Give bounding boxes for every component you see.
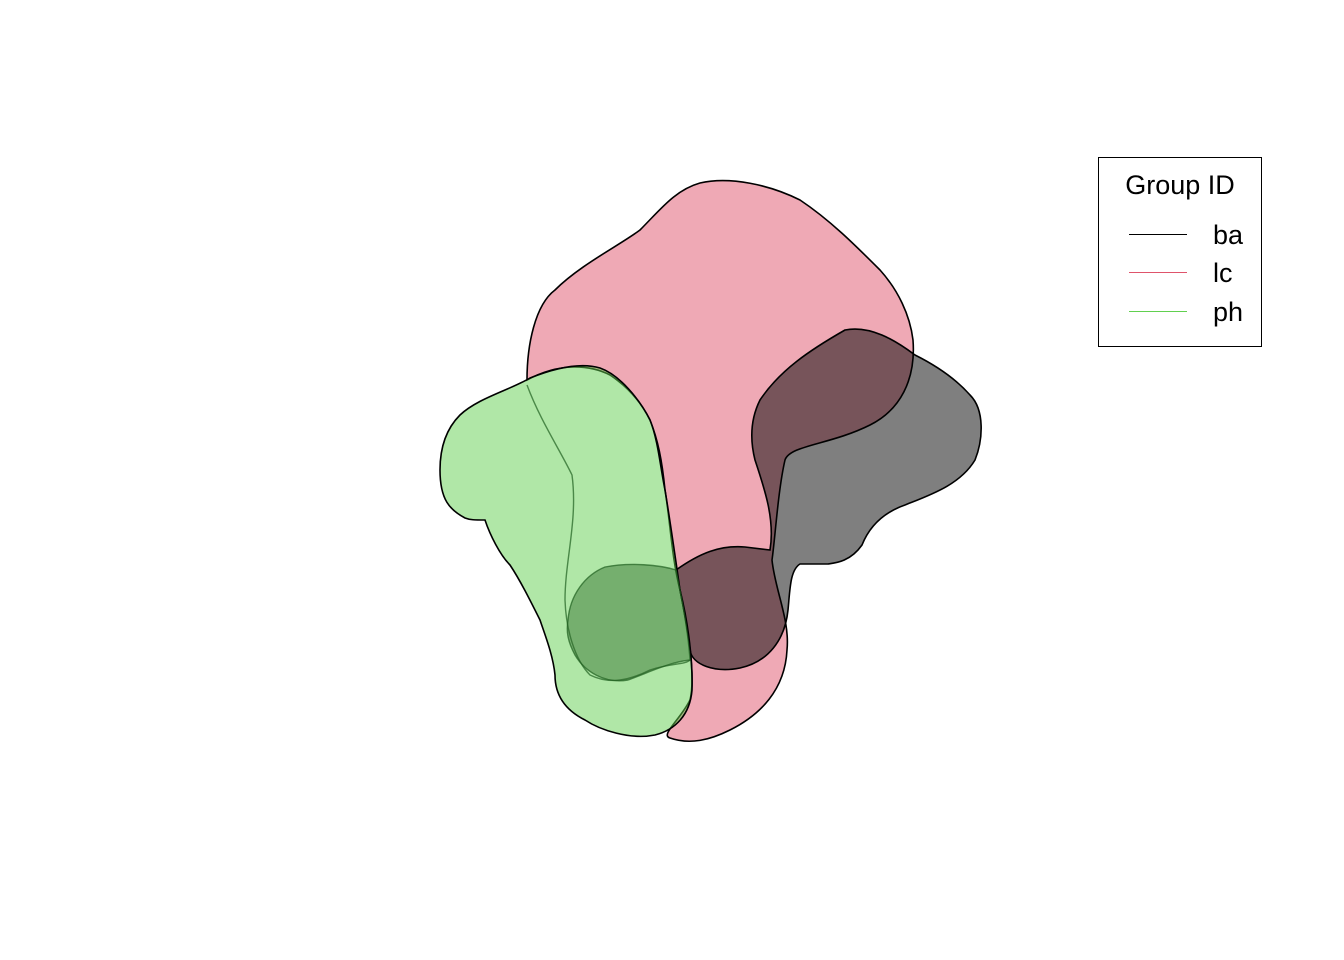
legend-label-ba: ba: [1213, 220, 1244, 250]
legend-item-ba: ba: [1129, 220, 1259, 250]
legend-swatch-lc: [1129, 272, 1187, 273]
contour-ph: [439, 364, 693, 738]
contour-ph-core: [566, 563, 691, 682]
legend-item-ph: ph: [1129, 297, 1259, 327]
legend-swatch-ph: [1129, 311, 1187, 312]
legend-swatch-ba: [1129, 234, 1187, 235]
legend-label-ph: ph: [1213, 297, 1244, 327]
legend-item-lc: lc: [1129, 258, 1259, 288]
legend-label-lc: lc: [1213, 258, 1233, 288]
legend-title: Group ID: [1125, 170, 1235, 200]
contour-ba: [675, 328, 982, 671]
contour-ph-inner: [526, 384, 691, 682]
legend: Group ID ba lc ph: [1098, 157, 1262, 347]
